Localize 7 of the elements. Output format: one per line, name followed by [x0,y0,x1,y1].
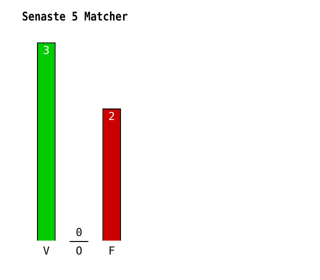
x-tick-label: F [108,244,115,258]
data-label: 2 [108,110,115,123]
chart-title: Senaste 5 Matcher [22,10,128,24]
x-tick-label: O [76,244,82,258]
data-label: 0 [76,226,82,240]
data-label: 3 [43,44,50,57]
x-tick-label: V [43,244,50,258]
